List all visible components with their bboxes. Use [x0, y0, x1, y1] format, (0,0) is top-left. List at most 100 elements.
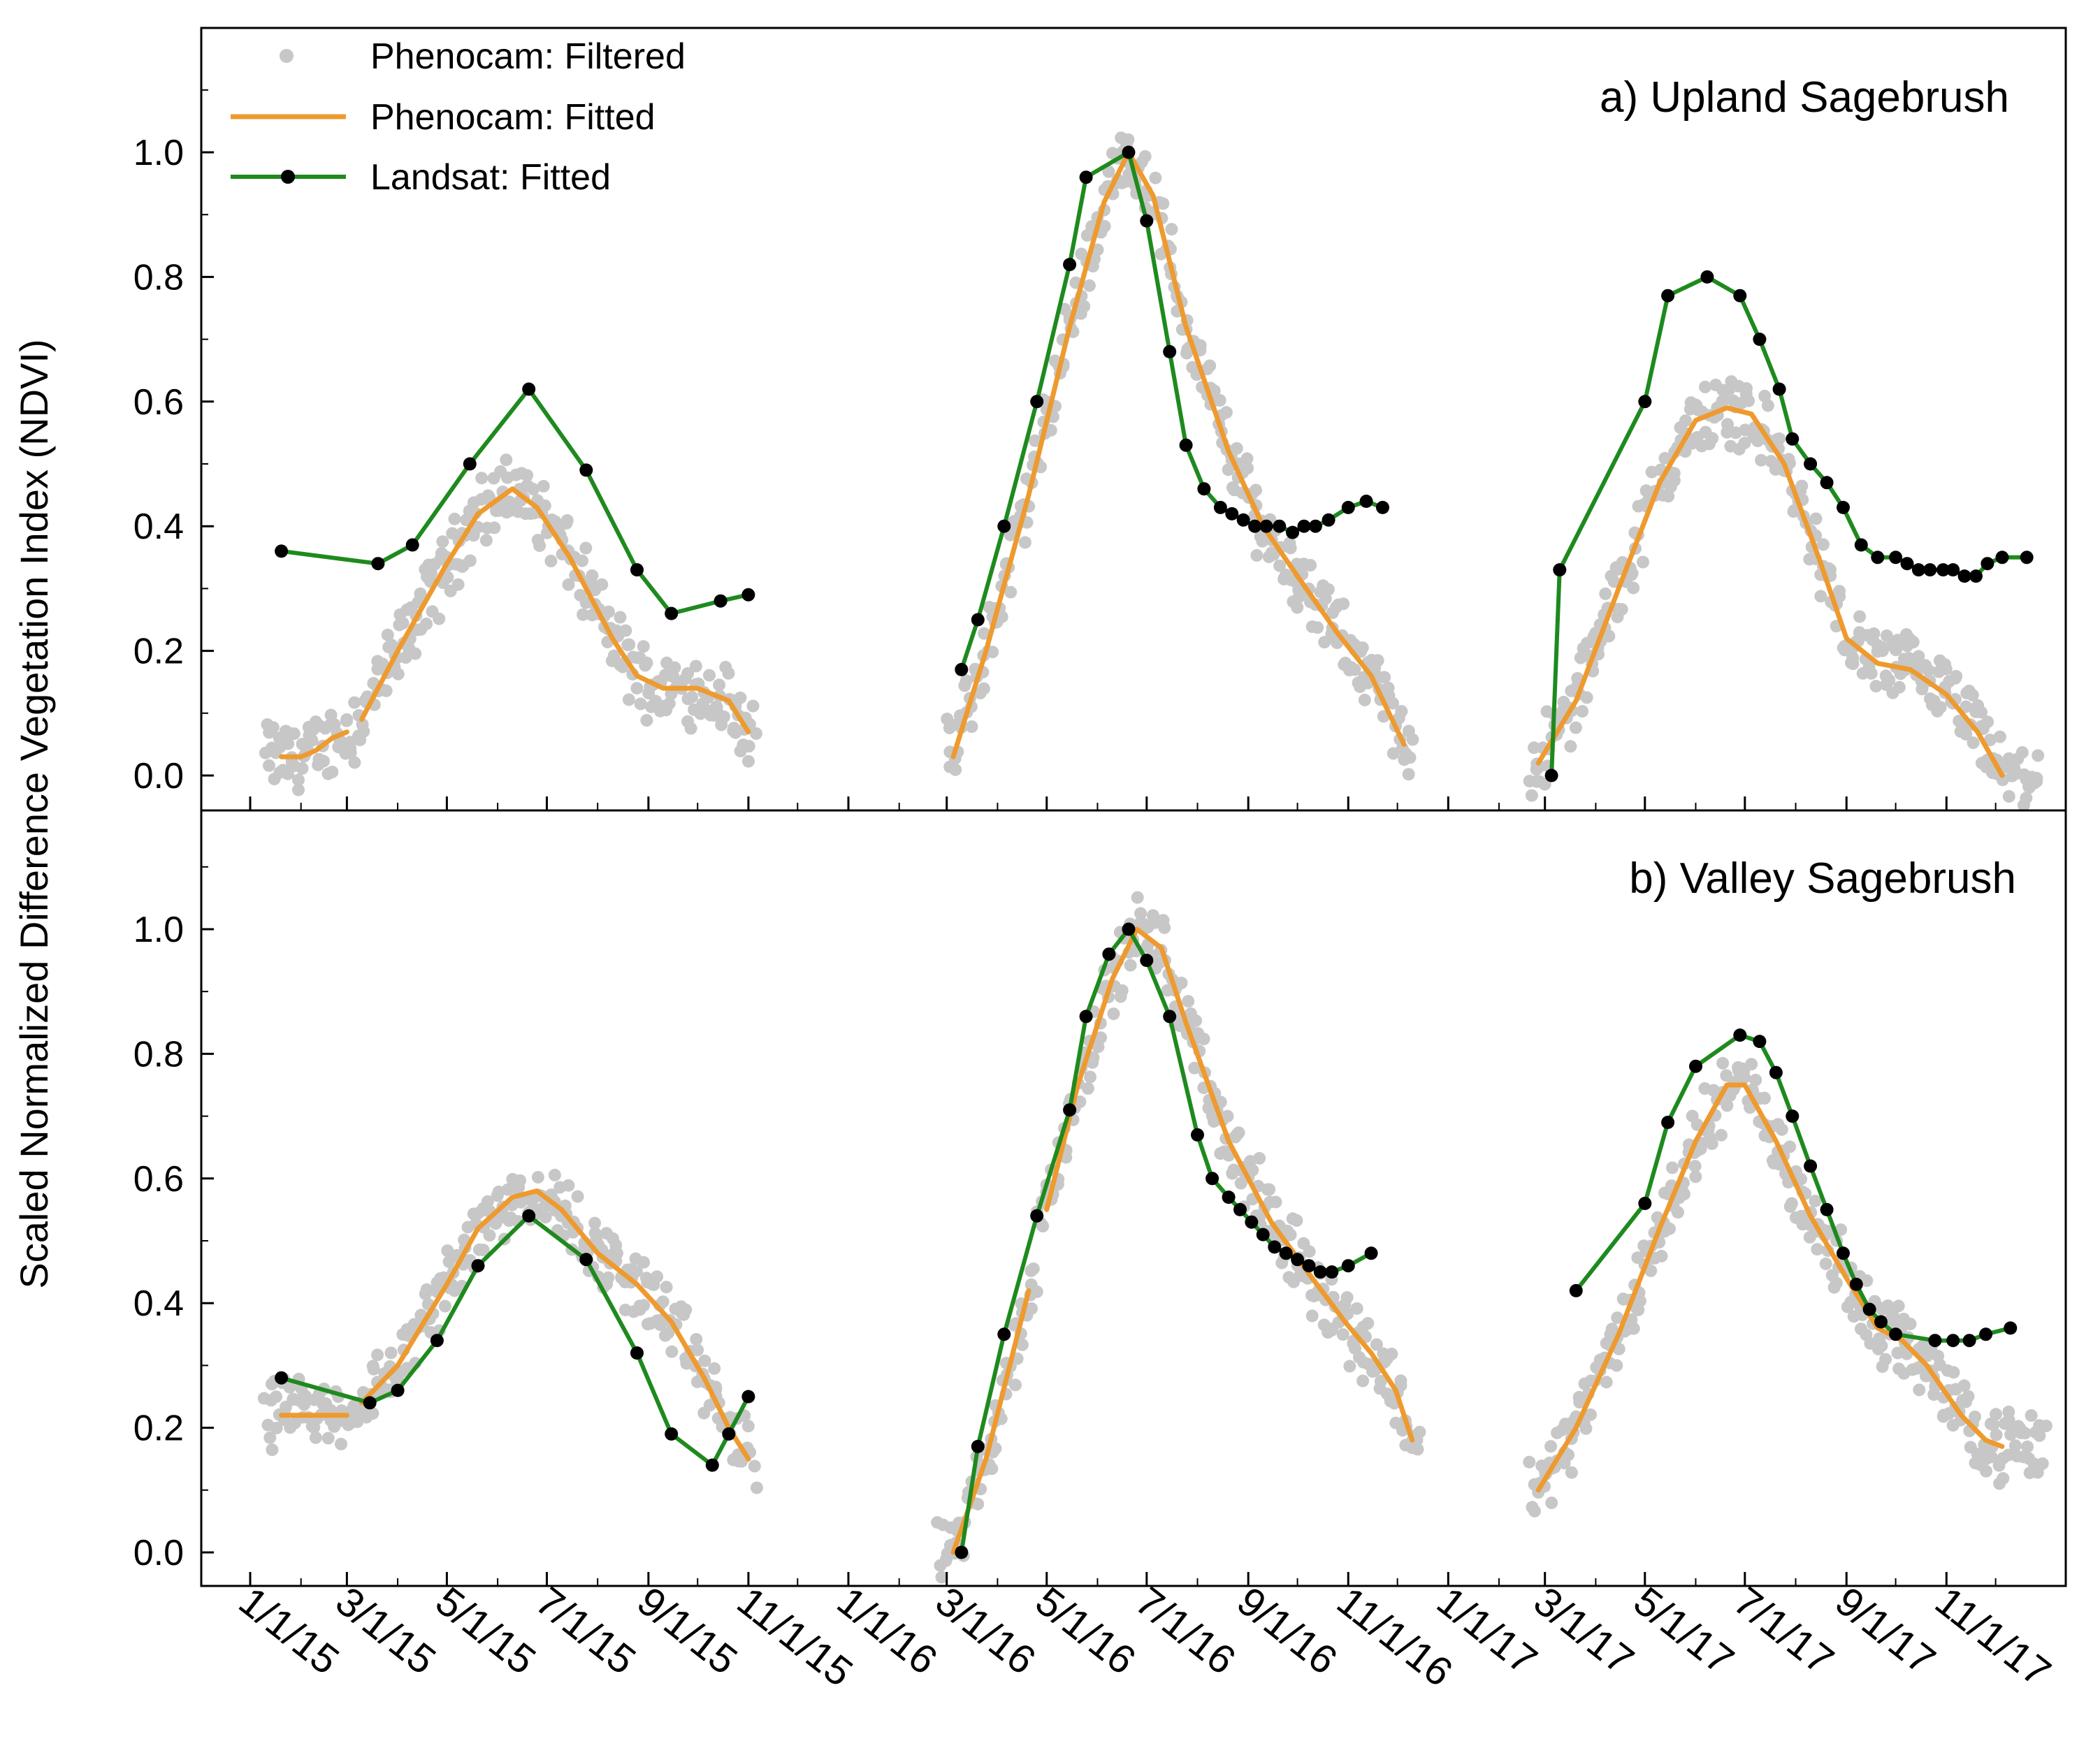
- filtered-point: [1934, 701, 1947, 714]
- filtered-point: [1182, 995, 1195, 1008]
- filtered-point: [1253, 1151, 1266, 1165]
- landsat-point: [1995, 551, 2009, 565]
- filtered-point: [1341, 1307, 1354, 1320]
- filtered-point: [527, 483, 540, 496]
- landsat-point: [1341, 500, 1355, 514]
- filtered-point: [1875, 1339, 1888, 1353]
- filtered-point: [1305, 1309, 1319, 1323]
- filtered-point: [1904, 1318, 1917, 1330]
- landsat-point: [1273, 519, 1287, 533]
- filtered-point: [637, 1299, 651, 1312]
- landsat-point: [1849, 1277, 1863, 1291]
- filtered-point: [722, 667, 735, 680]
- x-tick-label: 3/1/15: [327, 1578, 444, 1684]
- landsat-point: [1889, 551, 1903, 565]
- landsat-point: [1376, 500, 1389, 514]
- filtered-point: [1775, 1123, 1788, 1136]
- filtered-point: [409, 647, 422, 660]
- filtered-point: [1819, 1257, 1832, 1270]
- filtered-point: [651, 1270, 664, 1283]
- landsat-point: [1911, 563, 1925, 577]
- filtered-point: [1625, 568, 1638, 581]
- landsat-point: [997, 1327, 1011, 1341]
- filtered-point: [1098, 219, 1111, 233]
- filtered-point: [713, 678, 726, 692]
- y-tick-label: 0.0: [133, 1533, 184, 1573]
- filtered-point: [1783, 1140, 1797, 1153]
- landsat-point: [1638, 395, 1652, 409]
- filtered-point: [2018, 1427, 2032, 1440]
- filtered-point: [686, 690, 699, 704]
- filtered-point: [1158, 921, 1171, 934]
- filtered-point: [384, 1346, 398, 1360]
- filtered-point: [1663, 1222, 1676, 1235]
- landsat-point: [1030, 1209, 1044, 1223]
- filtered-point: [366, 1407, 379, 1420]
- filtered-point: [2008, 1439, 2022, 1452]
- filtered-point: [1336, 1328, 1349, 1341]
- filtered-point: [989, 1442, 1002, 1455]
- filtered-point: [448, 512, 461, 525]
- filtered-point: [381, 628, 394, 641]
- landsat-point: [1962, 1334, 1976, 1348]
- filtered-point: [1706, 432, 1719, 445]
- landsat-point: [1268, 1240, 1282, 1254]
- filtered-point: [1761, 399, 1774, 412]
- filtered-point: [263, 759, 275, 772]
- landsat-point: [1837, 500, 1850, 514]
- filtered-point: [985, 1462, 999, 1476]
- filtered-point: [562, 578, 575, 591]
- filtered-point: [1256, 534, 1269, 548]
- filtered-point: [1906, 636, 1920, 648]
- filtered-point: [441, 571, 454, 584]
- filtered-point: [949, 763, 962, 776]
- phenocam-fitted-line: [1535, 1082, 2005, 1493]
- filtered-point: [1358, 693, 1371, 706]
- filtered-point: [662, 697, 676, 710]
- landsat-point: [275, 1371, 289, 1385]
- landsat-point: [522, 1209, 536, 1223]
- filtered-point: [463, 554, 477, 567]
- filtered-point: [1913, 1383, 1926, 1397]
- panel-upland-sagebrush: 0.0 0.2 0.4 0.6 0.8 1.0 a) Upland Sagebrush P…: [133, 27, 2067, 812]
- landsat-point: [1213, 500, 1227, 514]
- filtered-point: [282, 737, 295, 750]
- y-tick-label: 1.0: [133, 133, 184, 173]
- filtered-point: [684, 722, 697, 735]
- filtered-point: [586, 569, 599, 582]
- filtered-point: [1602, 629, 1616, 643]
- x-tick-label: 7/1/15: [527, 1578, 644, 1684]
- filtered-point: [1967, 736, 1980, 750]
- filtered-point: [562, 1179, 575, 1192]
- landsat-point: [1222, 1191, 1236, 1204]
- filtered-point: [348, 756, 361, 769]
- filtered-point: [1716, 1056, 1730, 1070]
- filtered-point: [560, 514, 574, 527]
- panel-a-title: a) Upland Sagebrush: [1600, 73, 2009, 122]
- filtered-point: [483, 1229, 496, 1242]
- filtered-point: [1321, 583, 1335, 596]
- filtered-point: [1361, 1317, 1375, 1330]
- filtered-point: [1131, 891, 1144, 904]
- filtered-point: [576, 554, 588, 567]
- landsat-point: [1364, 1246, 1378, 1260]
- filtered-point: [500, 453, 513, 467]
- filtered-point: [577, 608, 590, 621]
- legend-phenocam-label: Phenocam: Fitted: [370, 97, 656, 138]
- filtered-point: [544, 555, 558, 567]
- landsat-point: [1889, 1327, 1903, 1341]
- landsat-point: [1820, 1202, 1834, 1216]
- filtered-point: [1036, 1220, 1050, 1232]
- filtered-point: [1044, 423, 1057, 437]
- y-tick-label: 0.2: [133, 1408, 184, 1449]
- filtered-point: [1960, 727, 1973, 741]
- landsat-point: [1225, 507, 1239, 520]
- filtered-point: [1222, 463, 1235, 476]
- landsat-point: [1122, 145, 1136, 159]
- filtered-point: [1107, 1007, 1120, 1021]
- landsat-point: [1820, 476, 1834, 490]
- filtered-point: [1350, 1302, 1363, 1315]
- filtered-point: [356, 718, 369, 731]
- filtered-point: [1273, 559, 1287, 572]
- filtered-point: [1720, 1069, 1733, 1082]
